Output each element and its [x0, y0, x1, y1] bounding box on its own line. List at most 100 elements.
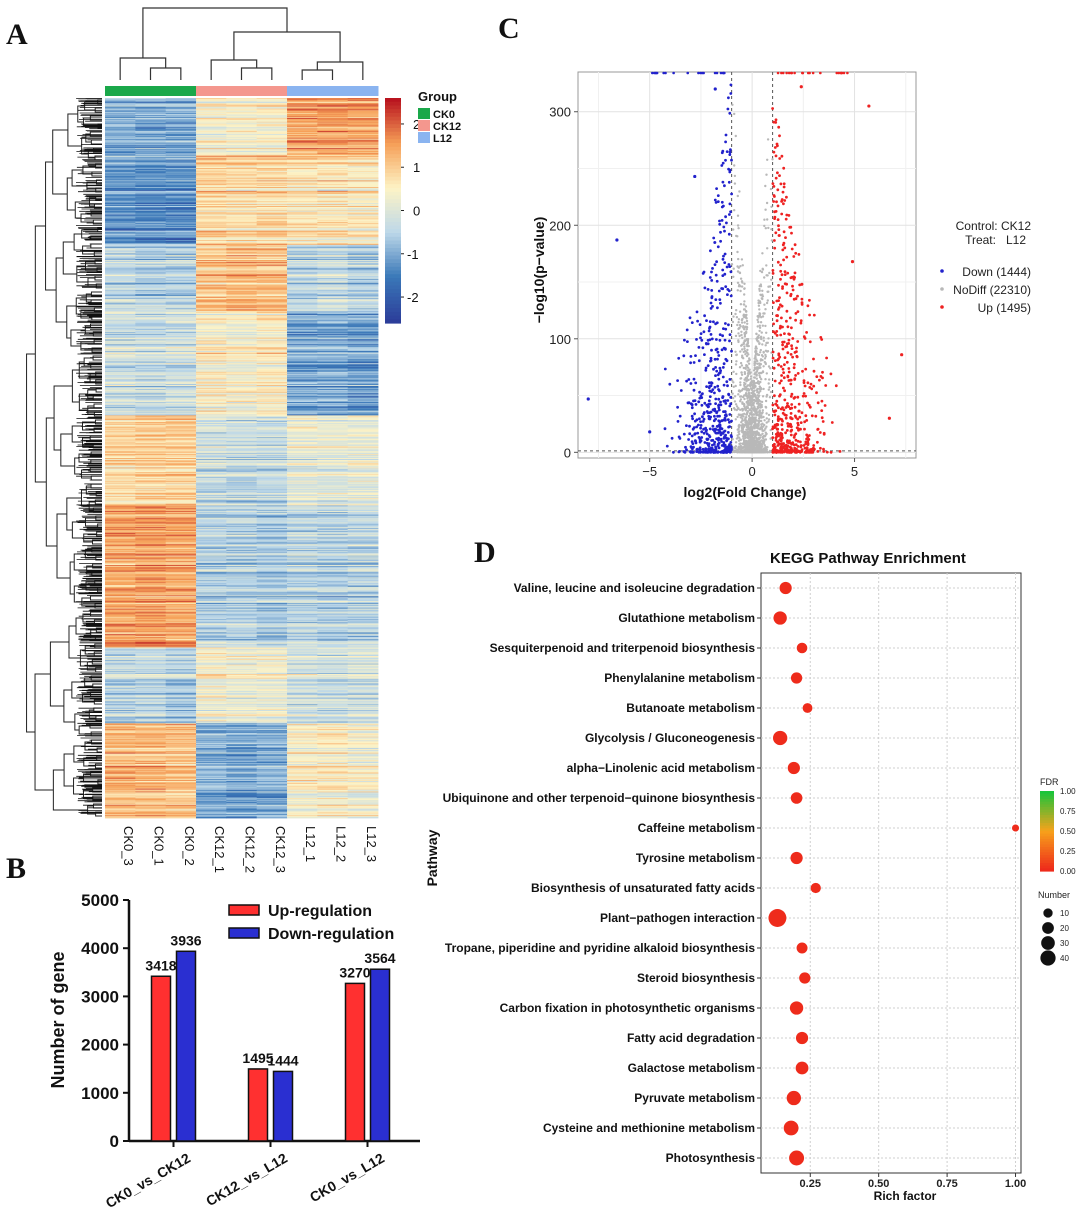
heatmap-cell — [165, 495, 197, 498]
heatmap-cell — [287, 501, 318, 503]
heatmap-cell — [287, 383, 318, 385]
heatmap-cell — [256, 530, 288, 533]
heatmap-cell — [105, 557, 136, 559]
heatmap-cell — [226, 178, 258, 180]
heatmap-cell — [105, 461, 136, 464]
heatmap-cell — [287, 420, 318, 422]
heatmap-cell — [347, 168, 379, 170]
heatmap-cell — [317, 418, 349, 420]
heatmap-cell — [347, 128, 379, 130]
heatmap-cell — [135, 170, 167, 172]
heatmap-cell — [226, 439, 258, 441]
heatmap-cell — [317, 202, 349, 204]
heatmap-cell — [347, 268, 379, 270]
heatmap-cell — [317, 573, 349, 575]
heatmap-cell — [196, 483, 227, 485]
heatmap-cell — [317, 244, 349, 247]
heatmap-cell — [196, 114, 227, 116]
heatmap-cell — [317, 341, 349, 343]
heatmap-cell — [256, 278, 288, 281]
heatmap-cell — [287, 335, 318, 338]
heatmap-cell — [105, 293, 136, 295]
heatmap-cell — [317, 606, 349, 609]
heatmap-cell — [347, 334, 379, 337]
heatmap-cell — [165, 238, 197, 240]
heatmap-cell — [347, 265, 379, 268]
heatmap-cell — [256, 524, 288, 526]
heatmap-cell — [287, 521, 318, 523]
heatmap-cell — [317, 461, 349, 464]
heatmap-cell — [165, 303, 197, 305]
heatmap-cell — [135, 202, 167, 204]
heatmap-cell — [105, 278, 136, 281]
heatmap-cell — [226, 244, 258, 247]
heatmap-cell — [135, 565, 167, 567]
heatmap-cell — [226, 579, 258, 581]
heatmap-cell — [196, 298, 227, 301]
heatmap-cell — [256, 494, 288, 496]
heatmap-cell — [226, 618, 258, 620]
heatmap-cell — [135, 350, 167, 352]
heatmap-cell — [347, 375, 379, 377]
heatmap-cell — [135, 466, 167, 468]
heatmap-cell — [196, 169, 227, 171]
heatmap-cell — [226, 345, 258, 347]
heatmap-cell — [347, 532, 379, 535]
heatmap-cell — [256, 116, 288, 118]
heatmap-cell — [287, 303, 318, 305]
heatmap-cell — [226, 294, 258, 296]
heatmap-cell — [317, 346, 349, 348]
heatmap-cell — [135, 387, 167, 390]
heatmap-cell — [196, 518, 227, 520]
heatmap-cell — [287, 483, 318, 485]
heatmap-cell — [317, 511, 349, 513]
heatmap-cell — [196, 386, 227, 388]
heatmap-cell — [287, 250, 318, 252]
heatmap-cell — [226, 365, 258, 367]
heatmap-cell — [165, 131, 197, 133]
heatmap-cell — [256, 569, 288, 572]
heatmap-cell — [317, 423, 349, 426]
heatmap-cell — [135, 256, 167, 258]
heatmap-cell — [226, 218, 258, 220]
heatmap-cell — [196, 334, 227, 337]
heatmap-cell — [135, 406, 167, 409]
heatmap-cell — [287, 289, 318, 291]
heatmap-cell — [135, 371, 167, 374]
heatmap-cell — [135, 376, 167, 378]
heatmap-cell — [165, 385, 197, 387]
heatmap-cell — [256, 490, 288, 492]
heatmap-cell — [287, 267, 318, 269]
heatmap-cell — [135, 180, 167, 182]
heatmap-cell — [287, 296, 318, 298]
heatmap-cell — [347, 488, 379, 490]
heatmap-cell — [196, 319, 227, 322]
heatmap-cell — [105, 610, 136, 612]
heatmap-cell — [347, 537, 379, 539]
heatmap-cell — [317, 267, 349, 269]
heatmap-cell — [135, 109, 167, 111]
heatmap-cell — [165, 133, 197, 135]
heatmap-cell — [105, 603, 136, 606]
heatmap-cell — [105, 593, 136, 595]
heatmap-cell — [287, 100, 318, 103]
heatmap-cell — [287, 434, 318, 436]
heatmap-cell — [347, 230, 379, 232]
heatmap-cell — [226, 205, 258, 207]
heatmap-cell — [105, 228, 136, 231]
heatmap-cell — [287, 468, 318, 470]
heatmap-cell — [165, 455, 197, 457]
heatmap-cell — [196, 383, 227, 385]
heatmap-cell — [347, 195, 379, 197]
heatmap-cell — [105, 319, 136, 322]
heatmap-cell — [165, 552, 197, 555]
heatmap-cell — [347, 278, 379, 280]
heatmap-cell — [105, 135, 136, 138]
heatmap-cell — [347, 380, 379, 382]
heatmap-cell — [317, 470, 349, 472]
heatmap-cell — [196, 507, 227, 509]
heatmap-cell — [196, 546, 227, 548]
heatmap-cell — [196, 548, 227, 550]
heatmap-cell — [165, 425, 197, 428]
heatmap-cell — [256, 608, 288, 610]
